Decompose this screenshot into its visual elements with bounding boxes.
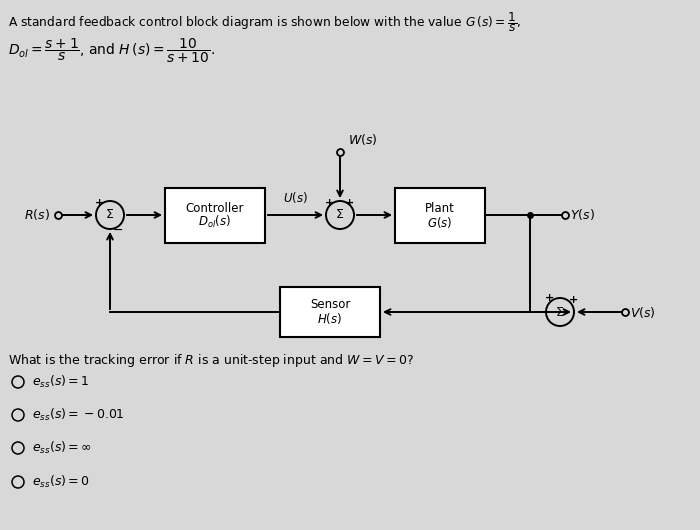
FancyBboxPatch shape [395,188,485,243]
Text: +: + [324,198,334,208]
Text: Controller: Controller [186,201,244,215]
Text: What is the tracking error if $R$ is a unit-step input and $W = V = 0$?: What is the tracking error if $R$ is a u… [8,352,414,369]
Text: $D_{ol}(s)$: $D_{ol}(s)$ [199,214,232,230]
Text: $\Sigma$: $\Sigma$ [106,208,115,222]
Text: $Y(s)$: $Y(s)$ [570,208,595,223]
Text: A standard feedback control block diagram is shown below with the value $G\,(s) : A standard feedback control block diagra… [8,10,522,34]
Text: $G(s)$: $G(s)$ [427,215,453,229]
Text: +: + [345,198,355,208]
Text: $e_{ss}(s) = -0.01$: $e_{ss}(s) = -0.01$ [32,407,125,423]
FancyBboxPatch shape [280,287,380,337]
Text: +: + [95,198,104,208]
Text: Sensor: Sensor [310,298,350,312]
Text: $V(s)$: $V(s)$ [630,305,656,320]
Text: +: + [569,295,579,305]
Text: $e_{ss}(s) = 1$: $e_{ss}(s) = 1$ [32,374,90,390]
Text: $e_{ss}(s) = 0$: $e_{ss}(s) = 0$ [32,474,90,490]
Text: $-$: $-$ [113,223,124,235]
Text: $R(s)$: $R(s)$ [24,208,50,223]
FancyBboxPatch shape [165,188,265,243]
Text: $\Sigma$: $\Sigma$ [335,208,344,222]
Text: $D_{ol} = \dfrac{s+1}{s}$, and $H\,(s) = \dfrac{10}{s+10}$.: $D_{ol} = \dfrac{s+1}{s}$, and $H\,(s) =… [8,37,215,65]
Text: +: + [545,293,554,303]
Text: $W(s)$: $W(s)$ [348,132,377,147]
Text: $H(s)$: $H(s)$ [317,312,342,326]
Text: $e_{ss}(s) = \infty$: $e_{ss}(s) = \infty$ [32,440,92,456]
Text: $U(s)$: $U(s)$ [283,190,308,205]
Text: Plant: Plant [425,201,455,215]
Text: $\Sigma$: $\Sigma$ [555,305,565,319]
